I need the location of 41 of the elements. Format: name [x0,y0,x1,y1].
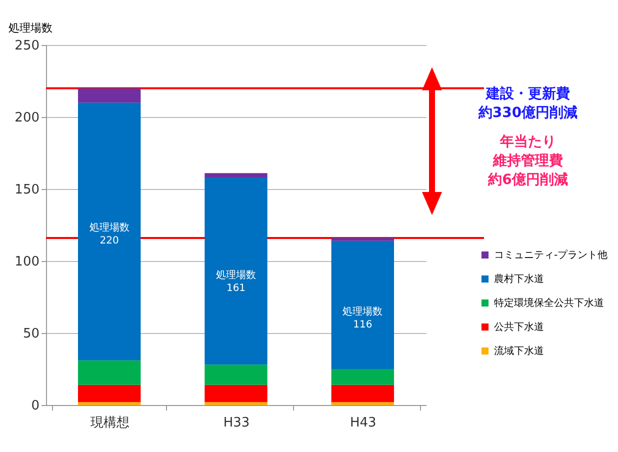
bar [78,384,141,402]
bar [331,384,394,402]
legend-label: 流域下水道 [494,345,544,357]
legend-label: 農村下水道 [494,273,544,285]
y-tick-label: 0 [31,398,40,414]
bar [331,369,394,385]
annotation: 処理場数 [342,305,383,318]
bar [204,384,268,402]
bar [78,360,141,385]
text: 年当たり [498,133,557,152]
x-tick-label: 現構想 [90,416,130,430]
y-tick-label: 250 [14,38,40,54]
bar [78,102,141,360]
bar [78,88,141,103]
bar [331,402,394,405]
y-axis-title: 処理場数 [8,22,52,34]
bar [204,402,268,405]
bar [204,173,268,178]
y-tick-label: 100 [14,254,40,270]
bar [78,402,141,405]
bar [331,240,394,369]
x-tick-label: H43 [350,416,376,430]
legend-label: 特定環境保全公共下水道 [494,297,604,309]
bar [204,364,268,385]
bar [331,238,394,241]
y-tick-label: 150 [14,182,40,198]
legend-label: 公共下水道 [494,321,544,333]
y-tick-label: 200 [14,110,40,126]
legend-label: コミュニティ-プラント他 [494,249,608,261]
x-tick-label: H33 [223,416,250,430]
text: 約6億円削減 [486,171,569,190]
bar [204,177,268,365]
total-label: 116 [353,319,372,330]
annotation: 処理場数 [216,269,256,282]
text: 約330億円削減 [477,104,579,123]
text: 建設・更新費 [484,85,571,104]
y-tick-label: 50 [22,326,40,342]
total-label: 161 [226,283,246,294]
annotation: 処理場数 [89,222,130,234]
total-label: 220 [100,236,119,247]
text: 維持管理費 [492,152,564,171]
